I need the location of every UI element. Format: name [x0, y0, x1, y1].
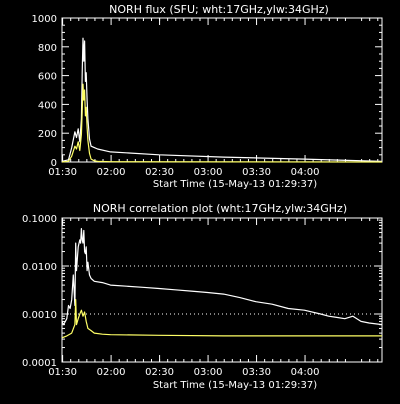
flux-x-tick-label: 02:30	[145, 167, 174, 178]
flux-y-tick-label: 400	[38, 100, 57, 111]
flux-y-tick-label: 200	[38, 129, 57, 140]
correlation-y-tick-label: 0.0001	[22, 358, 57, 369]
flux-x-tick-label: 03:00	[194, 167, 223, 178]
flux-y-tick-label: 0	[51, 158, 57, 169]
flux-x-tick-label: 04:00	[291, 167, 320, 178]
flux-y-tick-label: 600	[38, 72, 57, 83]
correlation-plot-frame	[61, 217, 383, 363]
flux-chart-title: NORH flux (SFU; wht:17GHz,ylw:34GHz)	[109, 3, 329, 16]
flux-y-tick-label: 1000	[32, 14, 57, 25]
correlation-y-tick-label: 0.0010	[22, 310, 57, 321]
correlation-x-tick-label: 03:30	[242, 367, 271, 378]
flux-series-34ghz	[61, 83, 383, 163]
flux-chart: 01:30 02:00 02:30 03:00 03:30 04:00 0 200 400 600…	[32, 14, 383, 178]
flux-chart-xlabel: Start Time (15-May-13 01:29:37)	[153, 179, 317, 190]
correlation-series-34ghz	[61, 299, 382, 339]
correlation-series-17ghz	[61, 228, 383, 326]
correlation-y-tick-label: 0.0100	[22, 262, 57, 273]
correlation-x-tick-label: 02:00	[97, 367, 126, 378]
correlation-chart: 01:30 02:00 02:30 03:00 03:30 04:00 0.0001 0.00…	[22, 214, 383, 378]
correlation-chart-xlabel: Start Time (15-May-13 01:29:37)	[153, 380, 317, 391]
flux-x-tick-label: 03:30	[242, 167, 271, 178]
correlation-x-tick-label: 02:30	[145, 367, 174, 378]
correlation-chart-title: NORH correlation plot (wht:17GHz,ylw:34G…	[93, 202, 347, 215]
correlation-x-tick-label: 03:00	[194, 367, 223, 378]
flux-series-17ghz	[61, 37, 383, 162]
flux-x-tick-label: 02:00	[97, 167, 126, 178]
correlation-x-tick-label: 01:30	[48, 367, 77, 378]
flux-plot-frame	[61, 17, 383, 163]
flux-y-tick-label: 800	[38, 43, 57, 54]
correlation-x-tick-label: 04:00	[291, 367, 320, 378]
flux-x-tick-label: 01:30	[48, 167, 77, 178]
correlation-y-tick-label: 0.1000	[22, 214, 57, 225]
